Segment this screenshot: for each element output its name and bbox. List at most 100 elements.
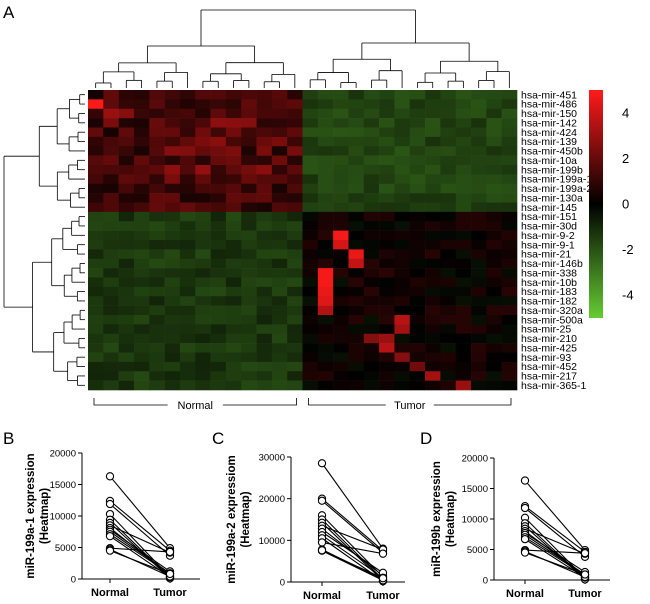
heatmap-cell [409, 315, 426, 325]
heatmap-cell [164, 230, 181, 241]
heatmap-cell [179, 352, 196, 363]
heatmap-cell [409, 343, 426, 353]
heatmap-cell [471, 333, 487, 344]
heatmap-cell [210, 361, 227, 372]
heatmap-cell [88, 165, 104, 175]
heatmap-cell [333, 202, 349, 213]
heatmap-cell [149, 324, 165, 335]
heatmap-cell [440, 230, 457, 241]
heatmap-cell [133, 240, 150, 250]
heatmap-cell [118, 324, 135, 335]
gene-label: hsa-mir-452 [521, 361, 577, 373]
heatmap-cell [256, 183, 273, 194]
pair-line [524, 549, 586, 554]
heatmap-cell [333, 258, 349, 269]
pair-line [321, 462, 384, 549]
heatmap-cell [88, 352, 104, 363]
heatmap-cell [425, 361, 441, 372]
heatmap-cell [471, 202, 487, 213]
heatmap-cell [379, 296, 395, 306]
heatmap-cell [256, 90, 273, 100]
heatmap-cell [471, 211, 487, 222]
heatmap-cell [88, 240, 104, 250]
heatmap-cell [394, 277, 411, 288]
heatmap-cell [271, 343, 288, 353]
y-tick-label: 0 [483, 576, 488, 587]
gene-label-list: hsa-mir-451hsa-mir-486hsa-mir-150hsa-mir… [521, 89, 592, 392]
x-tick-label: Tumor [153, 587, 187, 599]
heatmap-cell [88, 127, 104, 138]
heatmap-cell [501, 324, 518, 335]
heatmap-cell [409, 380, 426, 391]
heatmap-cell [88, 146, 104, 156]
data-point [520, 476, 530, 485]
heatmap-cell [471, 99, 487, 110]
y-tick-label: 20000 [50, 449, 76, 460]
heatmap-cell [287, 240, 303, 250]
heatmap-cell [440, 380, 457, 391]
pair-line [109, 548, 171, 577]
heatmap-cell [379, 268, 395, 278]
heatmap-cell [302, 324, 319, 335]
x-tick-label: Normal [506, 588, 544, 600]
heatmap-cell [271, 296, 288, 306]
heatmap-cell [210, 99, 227, 110]
heatmap-cell [425, 174, 441, 185]
heatmap-cell [501, 361, 518, 372]
heatmap-cell [379, 108, 395, 119]
heatmap-cell [363, 183, 380, 194]
heatmap-cell [133, 90, 150, 100]
heatmap-cell [103, 315, 119, 325]
heatmap-cell [486, 146, 502, 156]
heatmap-cell [425, 324, 441, 335]
heatmap-cell [394, 249, 411, 260]
heatmap-cell [471, 230, 487, 241]
heatmap-cell [394, 361, 411, 372]
heatmap-cell [195, 324, 211, 335]
heatmap-cell [179, 277, 196, 288]
heatmap-cell [302, 146, 319, 156]
heatmap-cell [471, 146, 487, 156]
heatmap-cell [210, 324, 227, 335]
heatmap-cell [133, 361, 150, 372]
heatmap-cell [210, 211, 227, 222]
heatmap-cell [471, 183, 487, 194]
gene-label: hsa-mir-338 [521, 267, 577, 279]
gene-label: hsa-mir-210 [521, 333, 577, 345]
pair-line [524, 552, 586, 576]
heatmap-cell [348, 118, 365, 128]
heatmap-cell [256, 240, 273, 250]
heatmap-cell [271, 286, 288, 297]
heatmap-cell [179, 211, 196, 222]
heatmap-cell [241, 183, 257, 194]
heatmap-cell [501, 211, 518, 222]
heatmap-cell [409, 258, 426, 269]
heatmap-cell [425, 277, 441, 288]
heatmap-cell [455, 361, 472, 372]
heatmap-cell [440, 118, 457, 128]
y-axis-title: miR-199b expression (Heatmap) [431, 461, 457, 577]
heatmap-cell [317, 352, 334, 363]
heatmap-cell [471, 343, 487, 353]
heatmap-cell [317, 296, 334, 306]
heatmap-cell [471, 155, 487, 166]
heatmap-cell [471, 221, 487, 231]
heatmap-cell [88, 371, 104, 381]
heatmap-cell [287, 146, 303, 156]
heatmap-cell [302, 221, 319, 231]
x-tick-label: Normal [303, 590, 341, 602]
pair-line [109, 475, 171, 549]
heatmap-cell [118, 249, 135, 260]
heatmap-cell [103, 193, 119, 203]
heatmap-cell [287, 343, 303, 353]
heatmap-cell [195, 202, 211, 213]
heatmap-cell [409, 99, 426, 110]
heatmap-cell [256, 380, 273, 391]
y-tick-label: 10000 [462, 515, 488, 526]
heatmap-cell [486, 380, 502, 391]
heatmap-cell [179, 230, 196, 241]
heatmap-cell [118, 230, 135, 241]
heatmap-cell [271, 352, 288, 363]
heatmap-cell [118, 127, 135, 138]
heatmap-cell [133, 211, 150, 222]
